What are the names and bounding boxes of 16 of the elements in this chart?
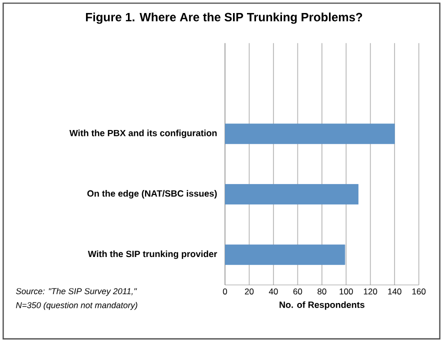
x-tick-label: 20	[244, 288, 254, 294]
y-tick-label: With the PBX and its configuration	[69, 130, 217, 138]
x-tick-label: 120	[364, 288, 378, 294]
source-note: Source: "The SIP Survey 2011,"	[16, 288, 137, 296]
x-tick-label: 60	[293, 288, 302, 294]
y-tick-label: On the edge (NAT/SBC issues)	[87, 190, 217, 198]
x-tick-label: 80	[318, 288, 326, 294]
chart-title: Figure 1. Where Are the SIP Trunking Problems?	[86, 12, 362, 24]
x-tick-label: 100	[340, 288, 353, 294]
x-axis-title: No. of Respondents	[280, 301, 364, 310]
y-tick-label: With the SIP trunking provider	[88, 250, 218, 259]
x-tick-label: 40	[268, 288, 278, 294]
text: N=350 (question not mandatory)	[16, 302, 138, 310]
x-tick-label: 160	[412, 288, 426, 294]
x-tick-label: 140	[388, 288, 402, 294]
x-tick-label: 0	[222, 288, 228, 294]
